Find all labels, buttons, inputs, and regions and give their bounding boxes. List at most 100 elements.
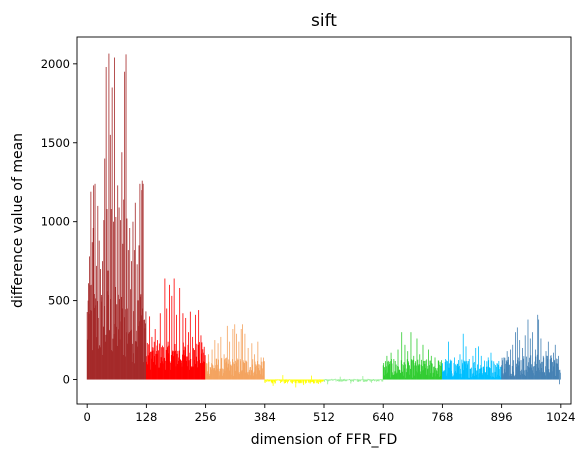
bar [494, 371, 496, 380]
bar [264, 379, 266, 383]
bar [472, 362, 474, 380]
bar [536, 354, 538, 380]
bar [466, 367, 467, 380]
bar [391, 363, 393, 380]
bar [91, 310, 93, 380]
bar [386, 373, 387, 380]
bar [167, 347, 169, 380]
bar [251, 343, 253, 380]
bar [183, 355, 185, 380]
bar [202, 352, 204, 380]
bar [270, 379, 272, 383]
bar [300, 379, 301, 384]
bar [127, 343, 129, 380]
x-tick-label: 256 [195, 410, 217, 424]
bar [368, 379, 370, 381]
bar [301, 379, 303, 382]
bar [468, 359, 470, 380]
bar [485, 366, 487, 380]
bar [247, 373, 249, 380]
bar [199, 363, 201, 380]
bar [447, 363, 449, 380]
bar [401, 332, 403, 380]
bar [201, 362, 203, 380]
bar [355, 379, 357, 381]
x-tick-label: 1024 [546, 410, 575, 424]
bar [432, 372, 434, 380]
bar [498, 375, 500, 380]
bar [102, 326, 104, 380]
bar [349, 379, 351, 381]
bar [352, 379, 354, 381]
bar [289, 379, 291, 381]
x-tick-label: 768 [431, 410, 453, 424]
bar [366, 379, 367, 382]
bar [145, 311, 147, 380]
bar [211, 349, 213, 380]
bar [248, 374, 250, 380]
bar [414, 365, 416, 380]
bar [530, 367, 532, 380]
bar [195, 314, 196, 380]
bars-group [86, 53, 561, 388]
bar [89, 256, 90, 380]
bar [395, 364, 397, 380]
bar [229, 361, 231, 380]
bar [191, 366, 193, 380]
bar [523, 370, 525, 380]
bar [350, 379, 352, 384]
bar [341, 379, 343, 382]
bar [436, 371, 438, 380]
bar [480, 355, 482, 380]
bar [242, 360, 244, 380]
bar [244, 372, 246, 380]
bar [130, 329, 132, 380]
bar [437, 367, 439, 380]
bar [422, 370, 423, 380]
bar [423, 369, 424, 380]
bar [507, 361, 509, 380]
bar [473, 361, 475, 380]
bar [428, 349, 429, 380]
bar [146, 342, 148, 380]
bar [214, 365, 216, 380]
bar [553, 366, 555, 380]
bar [406, 368, 408, 380]
bar [150, 351, 152, 380]
bar [541, 372, 543, 380]
bar [184, 347, 186, 380]
bar [397, 366, 398, 380]
bar [142, 183, 144, 380]
bar [553, 359, 555, 380]
bar [158, 343, 160, 380]
bar [508, 364, 510, 380]
bar [331, 378, 333, 380]
bar [535, 370, 537, 380]
bar [189, 311, 191, 380]
bar [95, 298, 96, 380]
bar [546, 369, 547, 380]
bar [516, 363, 517, 380]
bar [353, 378, 355, 380]
bar [212, 364, 213, 380]
bar [515, 332, 516, 380]
bar [534, 361, 536, 380]
bar [405, 364, 406, 380]
bar [298, 379, 299, 383]
bar [169, 361, 171, 380]
bar [262, 368, 263, 380]
bar [483, 368, 485, 380]
bar [193, 349, 195, 380]
bar [371, 379, 373, 381]
bar [133, 250, 135, 380]
bar [272, 379, 274, 383]
bar [115, 326, 117, 380]
bar [275, 379, 277, 381]
bar [469, 368, 471, 380]
bar [105, 341, 107, 380]
bar [148, 352, 150, 380]
bar [502, 360, 503, 380]
bar [222, 368, 224, 380]
bar [273, 379, 274, 381]
bar [424, 368, 426, 380]
